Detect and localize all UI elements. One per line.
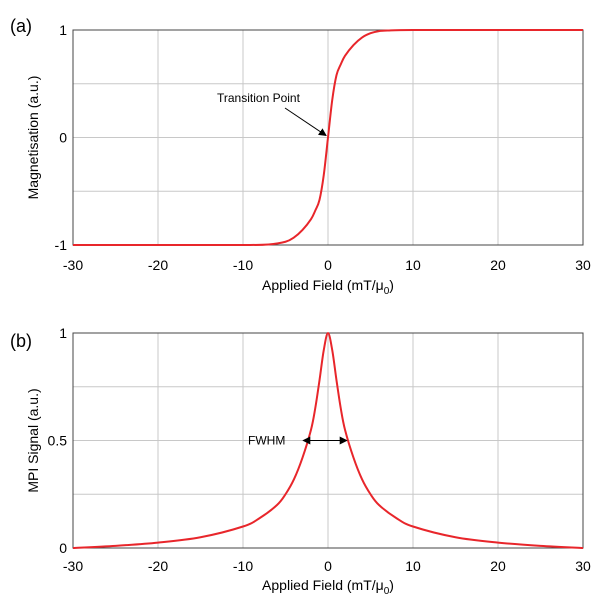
plot-frame [72, 29, 584, 246]
x-tick-label: -20 [148, 558, 168, 574]
x-axis-label-subscript: 0 [384, 286, 390, 297]
annotation-fwhm: FWHM [248, 434, 285, 448]
series-line-0 [73, 28, 583, 247]
x-tick-label: -30 [63, 257, 83, 273]
x-tick-label: -10 [233, 257, 253, 273]
x-axis-label: Applied Field (mT/μ0) [262, 277, 394, 297]
x-axis-label-main: Applied Field (mT/μ [262, 277, 384, 293]
x-axis-label-end: ) [389, 577, 394, 593]
x-tick-label: 10 [405, 257, 421, 273]
series-line-0 [72, 331, 584, 549]
panel-label: (b) [10, 331, 32, 351]
x-tick-label: 20 [490, 558, 506, 574]
x-tick-label: -30 [63, 558, 83, 574]
y-axis-label: Magnetisation (a.u.) [25, 76, 41, 200]
x-axis-label-subscript: 0 [384, 586, 390, 595]
panel-label: (a) [10, 16, 32, 36]
y-tick-label: 1 [59, 22, 67, 38]
annotation-arrow [284, 107, 327, 137]
x-axis-label-main: Applied Field (mT/μ [262, 577, 384, 593]
y-tick-label: -1 [55, 237, 68, 253]
y-tick-label: 0 [59, 130, 67, 146]
x-tick-label: 30 [575, 257, 591, 273]
y-axis-label: MPI Signal (a.u.) [25, 388, 41, 492]
y-tick-label: 1 [59, 325, 67, 341]
y-tick-label: 0.5 [48, 433, 68, 449]
x-tick-label: 20 [490, 257, 506, 273]
x-tick-label: 10 [405, 558, 421, 574]
x-tick-label: 0 [324, 558, 332, 574]
y-tick-label: 0 [59, 540, 67, 556]
x-tick-label: -10 [233, 558, 253, 574]
x-tick-label: 30 [575, 558, 591, 574]
x-axis-label: Applied Field (mT/μ0) [262, 577, 394, 595]
x-tick-label: 0 [324, 257, 332, 273]
annotation-transition-point: Transition Point [217, 91, 301, 105]
x-tick-label: -20 [148, 257, 168, 273]
x-axis-label-end: ) [389, 277, 394, 293]
chart-panel-b: -30 -20 -10 0 10 20 30 0 0.5 1 Applied Field (mT/μ… [10, 325, 591, 595]
